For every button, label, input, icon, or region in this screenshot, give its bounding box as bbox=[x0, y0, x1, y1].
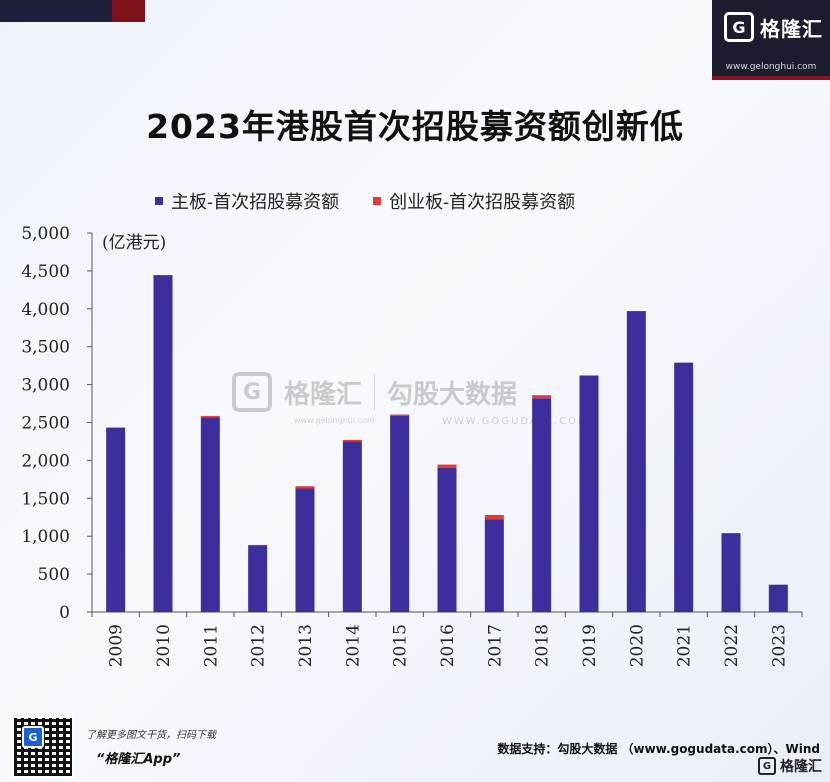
watermark-logo-icon: G bbox=[232, 372, 272, 412]
bar-main-board bbox=[674, 362, 694, 612]
bar-main-board bbox=[768, 584, 788, 612]
watermark-partner-url: WWW.GOGUDATA.COM bbox=[442, 416, 589, 427]
x-tick-label: 2022 bbox=[722, 624, 742, 667]
bar-main-board bbox=[248, 545, 268, 612]
footer-app-name: “格隆汇App” bbox=[96, 752, 181, 767]
brand-header-box: G 格隆汇 www.gelonghui.com bbox=[712, 0, 830, 80]
watermark: G 格隆汇 勾股大数据 www.gelonghui.com WWW.GOGUDA… bbox=[232, 372, 587, 427]
bar-main-board bbox=[484, 519, 504, 612]
bar-gem-board bbox=[484, 514, 504, 520]
brand-url-bar bbox=[712, 76, 830, 80]
y-unit-label: (亿港元) bbox=[102, 233, 167, 253]
watermark-brand: 格隆汇 bbox=[284, 379, 363, 410]
bar-main-board bbox=[200, 417, 220, 612]
bar-main-board bbox=[295, 488, 315, 612]
y-tick-label: 4,000 bbox=[21, 300, 70, 320]
x-tick-label: 2013 bbox=[296, 624, 316, 667]
bar-gem-board bbox=[248, 544, 268, 546]
footer: G 了解更多图文干货，扫码下载 “格隆汇App” 数据支持：勾股大数据 （www… bbox=[0, 704, 830, 782]
legend-swatch-gem-board bbox=[373, 197, 382, 205]
footer-logo-icon: G bbox=[758, 757, 776, 775]
bar-gem-board bbox=[532, 395, 552, 399]
brand-url: www.gelonghui.com bbox=[725, 62, 817, 72]
x-tick-label: 2015 bbox=[391, 624, 411, 667]
brand-logo: G 格隆汇 bbox=[724, 12, 823, 42]
bar-gem-board bbox=[437, 464, 457, 468]
bar-main-board bbox=[579, 375, 599, 612]
bar-gem-board bbox=[200, 416, 220, 418]
y-tick-label: 1,000 bbox=[21, 527, 70, 547]
legend-swatch-main-board bbox=[155, 197, 163, 205]
bar-main-board bbox=[437, 467, 457, 612]
data-source: 数据支持：勾股大数据 （www.gogudata.com）、Wind bbox=[497, 742, 820, 756]
gelonghui-logo-icon: G bbox=[724, 12, 754, 42]
legend-label-main-board: 主板-首次招股募资额 bbox=[171, 192, 340, 213]
legend-label-gem-board: 创业板-首次招股募资额 bbox=[389, 192, 576, 213]
x-tick-label: 2009 bbox=[107, 624, 127, 667]
watermark-divider bbox=[374, 373, 376, 411]
footer-brand: G 格隆汇 bbox=[758, 756, 822, 776]
x-tick-label: 2011 bbox=[201, 624, 221, 667]
x-tick-label: 2016 bbox=[438, 624, 458, 667]
y-tick-label: 500 bbox=[38, 565, 70, 585]
qr-badge-icon: G bbox=[22, 726, 44, 748]
x-tick-label: 2014 bbox=[343, 624, 363, 667]
y-tick-label: 4,500 bbox=[21, 262, 70, 282]
y-tick-label: 3,000 bbox=[21, 376, 70, 396]
y-tick-label: 2,000 bbox=[21, 451, 70, 471]
y-tick-label: 0 bbox=[59, 603, 70, 623]
bar-gem-board bbox=[342, 439, 362, 442]
x-tick-label: 2023 bbox=[769, 624, 789, 667]
bar-main-board bbox=[390, 415, 410, 612]
corner-decoration-band bbox=[0, 0, 145, 22]
bar-gem-board bbox=[106, 427, 126, 428]
x-tick-label: 2017 bbox=[485, 624, 505, 667]
y-tick-label: 2,500 bbox=[21, 414, 70, 434]
bar-gem-board bbox=[295, 486, 315, 489]
chart-title: 2023年港股首次招股募资额创新低 bbox=[146, 107, 684, 146]
x-tick-label: 2018 bbox=[533, 624, 553, 667]
footer-brand-name: 格隆汇 bbox=[780, 759, 822, 775]
x-tick-label: 2012 bbox=[249, 624, 269, 667]
bar-main-board bbox=[721, 533, 741, 612]
y-tick-label: 3,500 bbox=[21, 338, 70, 358]
bar-main-board bbox=[153, 275, 173, 612]
footer-promo-line: 了解更多图文干货，扫码下载 bbox=[86, 730, 216, 741]
legend-item-main-board: 主板-首次招股募资额 bbox=[155, 188, 339, 214]
bar-main-board bbox=[532, 398, 552, 612]
y-tick-label: 5,000 bbox=[21, 224, 70, 244]
bar-main-board bbox=[626, 311, 646, 612]
bar-gem-board bbox=[390, 414, 410, 416]
watermark-partner: 勾股大数据 bbox=[387, 379, 518, 410]
legend-item-gem-board: 创业板-首次招股募资额 bbox=[373, 188, 575, 214]
x-tick-label: 2019 bbox=[580, 624, 600, 667]
x-tick-label: 2010 bbox=[154, 624, 174, 667]
brand-name: 格隆汇 bbox=[760, 16, 823, 41]
y-tick-label: 1,500 bbox=[21, 489, 70, 509]
watermark-url: www.gelonghui.com bbox=[294, 416, 375, 425]
bar-main-board bbox=[342, 441, 362, 612]
bar-main-board bbox=[106, 427, 126, 612]
chart-legend: 主板-首次招股募资额 创业板-首次招股募资额 bbox=[155, 188, 575, 214]
x-tick-label: 2021 bbox=[675, 624, 695, 667]
x-tick-label: 2020 bbox=[627, 624, 647, 667]
bar-gem-board bbox=[153, 274, 173, 276]
